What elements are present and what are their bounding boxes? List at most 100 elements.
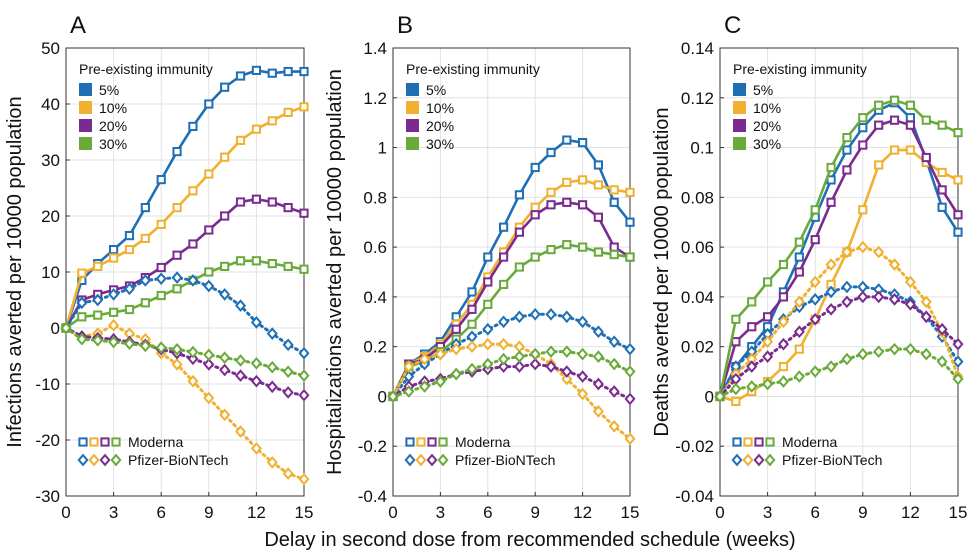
data-point <box>219 351 231 364</box>
data-point <box>298 346 310 360</box>
y-axis-label: Infections averted per 10000 population <box>4 96 26 447</box>
legend-label: 10% <box>426 100 454 116</box>
legend-marker <box>753 453 765 467</box>
legend-title: Pre-existing immunity <box>79 61 213 77</box>
data-point <box>562 135 572 145</box>
data-point <box>235 369 247 382</box>
data-point <box>873 290 885 304</box>
data-point <box>498 315 510 329</box>
y-axis-label: Deaths averted per 10000 population <box>651 107 673 436</box>
data-point <box>889 342 901 356</box>
series-line <box>64 197 305 329</box>
legend-label: 20% <box>753 118 781 134</box>
series-line <box>64 326 306 378</box>
series-line <box>391 200 631 398</box>
data-point <box>172 147 182 157</box>
data-point <box>483 299 493 309</box>
legend-vaccine-label: Pfizer-BioNTech <box>128 452 228 468</box>
data-point <box>251 256 262 266</box>
data-point <box>561 345 573 358</box>
y-tick-label: 0.2 <box>363 338 387 357</box>
data-point <box>267 116 277 126</box>
legend-vaccine-label: Pfizer-BioNTech <box>782 452 882 468</box>
data-point <box>624 392 636 406</box>
series-line <box>64 105 305 329</box>
data-point <box>609 197 619 207</box>
data-point <box>204 267 214 277</box>
series-pfizer-5pct <box>714 280 964 403</box>
data-point <box>608 419 620 433</box>
data-point <box>889 95 900 105</box>
legend-marker <box>405 437 415 447</box>
data-point <box>124 245 135 255</box>
series-line <box>391 362 632 401</box>
legend-marker <box>742 453 754 467</box>
data-point <box>841 295 853 309</box>
data-point <box>889 293 901 306</box>
data-point <box>842 133 852 143</box>
data-point <box>793 325 805 339</box>
series-line <box>64 323 306 481</box>
data-point <box>809 365 821 378</box>
data-point <box>282 386 294 399</box>
data-point <box>608 335 620 349</box>
data-point <box>747 297 757 307</box>
data-point <box>936 322 948 336</box>
data-point <box>746 380 758 393</box>
y-tick-label: 20 <box>41 207 60 226</box>
data-point <box>219 363 231 377</box>
series-moderna-20pct <box>715 115 963 402</box>
x-tick-label: 12 <box>573 503 592 522</box>
data-point <box>171 358 183 371</box>
data-point <box>220 261 230 271</box>
data-point <box>172 203 182 213</box>
legend-marker <box>99 453 111 467</box>
data-point <box>778 292 789 302</box>
data-point <box>513 340 525 353</box>
data-point <box>794 344 804 354</box>
data-point <box>419 352 431 366</box>
data-point <box>283 261 293 271</box>
data-point <box>76 332 88 346</box>
data-point <box>953 128 963 138</box>
x-tick-label: 6 <box>810 503 819 522</box>
data-point <box>825 285 837 299</box>
data-point <box>188 121 198 132</box>
panel-B: 0 3 6 9 12 15 -0.4 -0.2 0 0.2 0.4 0.6 0.8 1 1.2 1.4 Hosp… <box>324 12 639 522</box>
legend-marker <box>110 453 122 467</box>
data-point <box>952 372 964 386</box>
axes-frame <box>392 47 631 497</box>
data-point <box>299 208 309 218</box>
data-point <box>731 337 741 347</box>
legend-marker <box>731 453 743 467</box>
series-line <box>64 69 304 329</box>
series-line <box>718 245 960 398</box>
panel-label: B <box>397 12 413 39</box>
data-point <box>299 66 309 77</box>
data-point <box>171 271 183 284</box>
data-point <box>561 372 573 386</box>
data-point <box>220 211 230 221</box>
data-point <box>530 162 540 173</box>
data-point <box>529 357 541 371</box>
legend-marker <box>437 453 449 467</box>
series-moderna-5pct <box>61 65 309 333</box>
data-point <box>937 167 947 178</box>
series-line <box>64 276 306 355</box>
data-point <box>578 242 588 252</box>
data-point <box>593 247 603 257</box>
data-point <box>794 252 804 262</box>
data-point <box>545 345 557 358</box>
data-point <box>842 145 852 155</box>
data-point <box>794 267 804 277</box>
data-point <box>187 345 199 359</box>
data-point <box>858 140 868 150</box>
data-point <box>730 382 742 396</box>
x-tick-label: 3 <box>436 503 445 522</box>
legend-marker <box>78 437 88 447</box>
data-point <box>905 100 915 110</box>
data-point <box>842 165 852 175</box>
x-tick-label: 3 <box>109 503 118 522</box>
x-tick-label: 9 <box>530 503 539 522</box>
x-axis-label: Delay in second dose from recommended sc… <box>264 529 795 551</box>
